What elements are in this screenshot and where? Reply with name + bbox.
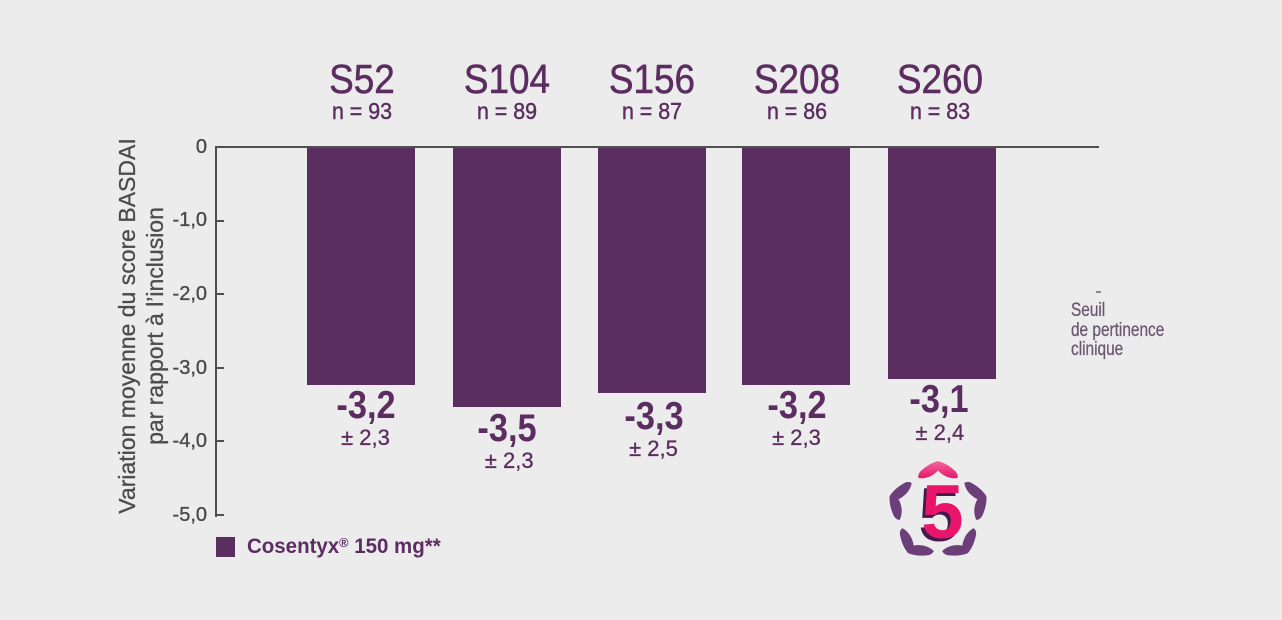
svg-text:5: 5 bbox=[918, 473, 960, 558]
svg-text:5: 5 bbox=[921, 470, 963, 555]
